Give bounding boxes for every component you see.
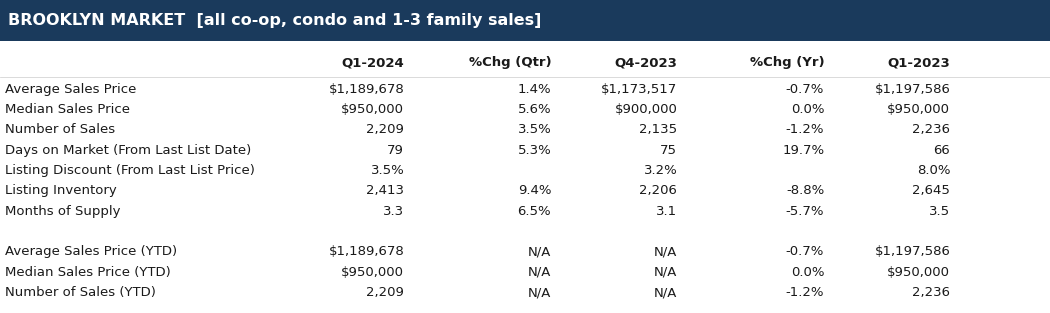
Text: 8.0%: 8.0% (917, 164, 950, 177)
Text: -8.8%: -8.8% (786, 184, 824, 198)
Text: N/A: N/A (654, 286, 677, 299)
Text: N/A: N/A (654, 266, 677, 279)
Text: Average Sales Price: Average Sales Price (5, 83, 136, 96)
Text: -5.7%: -5.7% (785, 205, 824, 218)
Text: $1,189,678: $1,189,678 (329, 83, 404, 96)
Text: 0.0%: 0.0% (791, 103, 824, 116)
Text: 1.4%: 1.4% (518, 83, 551, 96)
Text: 3.3: 3.3 (383, 205, 404, 218)
Text: 79: 79 (387, 144, 404, 157)
Text: 66: 66 (933, 144, 950, 157)
Text: 5.3%: 5.3% (518, 144, 551, 157)
Text: %Chg (Yr): %Chg (Yr) (750, 56, 824, 69)
Text: 9.4%: 9.4% (518, 184, 551, 198)
Text: Listing Inventory: Listing Inventory (5, 184, 117, 198)
Text: Median Sales Price: Median Sales Price (5, 103, 130, 116)
Text: -0.7%: -0.7% (785, 83, 824, 96)
Text: Days on Market (From Last List Date): Days on Market (From Last List Date) (5, 144, 252, 157)
Text: $950,000: $950,000 (887, 103, 950, 116)
Text: $950,000: $950,000 (341, 103, 404, 116)
Text: Listing Discount (From Last List Price): Listing Discount (From Last List Price) (5, 164, 255, 177)
Text: Months of Supply: Months of Supply (5, 205, 121, 218)
Text: $950,000: $950,000 (341, 266, 404, 279)
Text: 2,236: 2,236 (912, 286, 950, 299)
Text: 19.7%: 19.7% (782, 144, 824, 157)
Text: 3.2%: 3.2% (644, 164, 677, 177)
Text: $900,000: $900,000 (614, 103, 677, 116)
Text: 5.6%: 5.6% (518, 103, 551, 116)
Text: $1,197,586: $1,197,586 (875, 83, 950, 96)
Text: Median Sales Price (YTD): Median Sales Price (YTD) (5, 266, 171, 279)
Text: 2,236: 2,236 (912, 123, 950, 136)
Text: Average Sales Price (YTD): Average Sales Price (YTD) (5, 245, 177, 259)
Text: 2,135: 2,135 (639, 123, 677, 136)
Text: $950,000: $950,000 (887, 266, 950, 279)
Text: 2,413: 2,413 (366, 184, 404, 198)
Text: -1.2%: -1.2% (785, 123, 824, 136)
Text: 3.1: 3.1 (656, 205, 677, 218)
Text: N/A: N/A (528, 286, 551, 299)
Text: 3.5%: 3.5% (518, 123, 551, 136)
Text: BROOKLYN MARKET  [all co-op, condo and 1-3 family sales]: BROOKLYN MARKET [all co-op, condo and 1-… (8, 13, 542, 28)
Text: -0.7%: -0.7% (785, 245, 824, 259)
Text: $1,173,517: $1,173,517 (601, 83, 677, 96)
Text: 2,209: 2,209 (366, 286, 404, 299)
Text: 3.5%: 3.5% (371, 164, 404, 177)
Text: 3.5: 3.5 (929, 205, 950, 218)
Text: Number of Sales (YTD): Number of Sales (YTD) (5, 286, 156, 299)
Text: Q1-2024: Q1-2024 (341, 56, 404, 69)
Text: 2,645: 2,645 (912, 184, 950, 198)
Text: -1.2%: -1.2% (785, 286, 824, 299)
Text: 75: 75 (660, 144, 677, 157)
Text: Q1-2023: Q1-2023 (887, 56, 950, 69)
Text: $1,197,586: $1,197,586 (875, 245, 950, 259)
Text: Q4-2023: Q4-2023 (614, 56, 677, 69)
Text: 2,209: 2,209 (366, 123, 404, 136)
Text: 0.0%: 0.0% (791, 266, 824, 279)
Text: N/A: N/A (654, 245, 677, 259)
Text: Number of Sales: Number of Sales (5, 123, 116, 136)
Text: N/A: N/A (528, 266, 551, 279)
Text: %Chg (Qtr): %Chg (Qtr) (468, 56, 551, 69)
FancyBboxPatch shape (0, 0, 1050, 41)
Text: 6.5%: 6.5% (518, 205, 551, 218)
Text: $1,189,678: $1,189,678 (329, 245, 404, 259)
Text: 2,206: 2,206 (639, 184, 677, 198)
Text: N/A: N/A (528, 245, 551, 259)
